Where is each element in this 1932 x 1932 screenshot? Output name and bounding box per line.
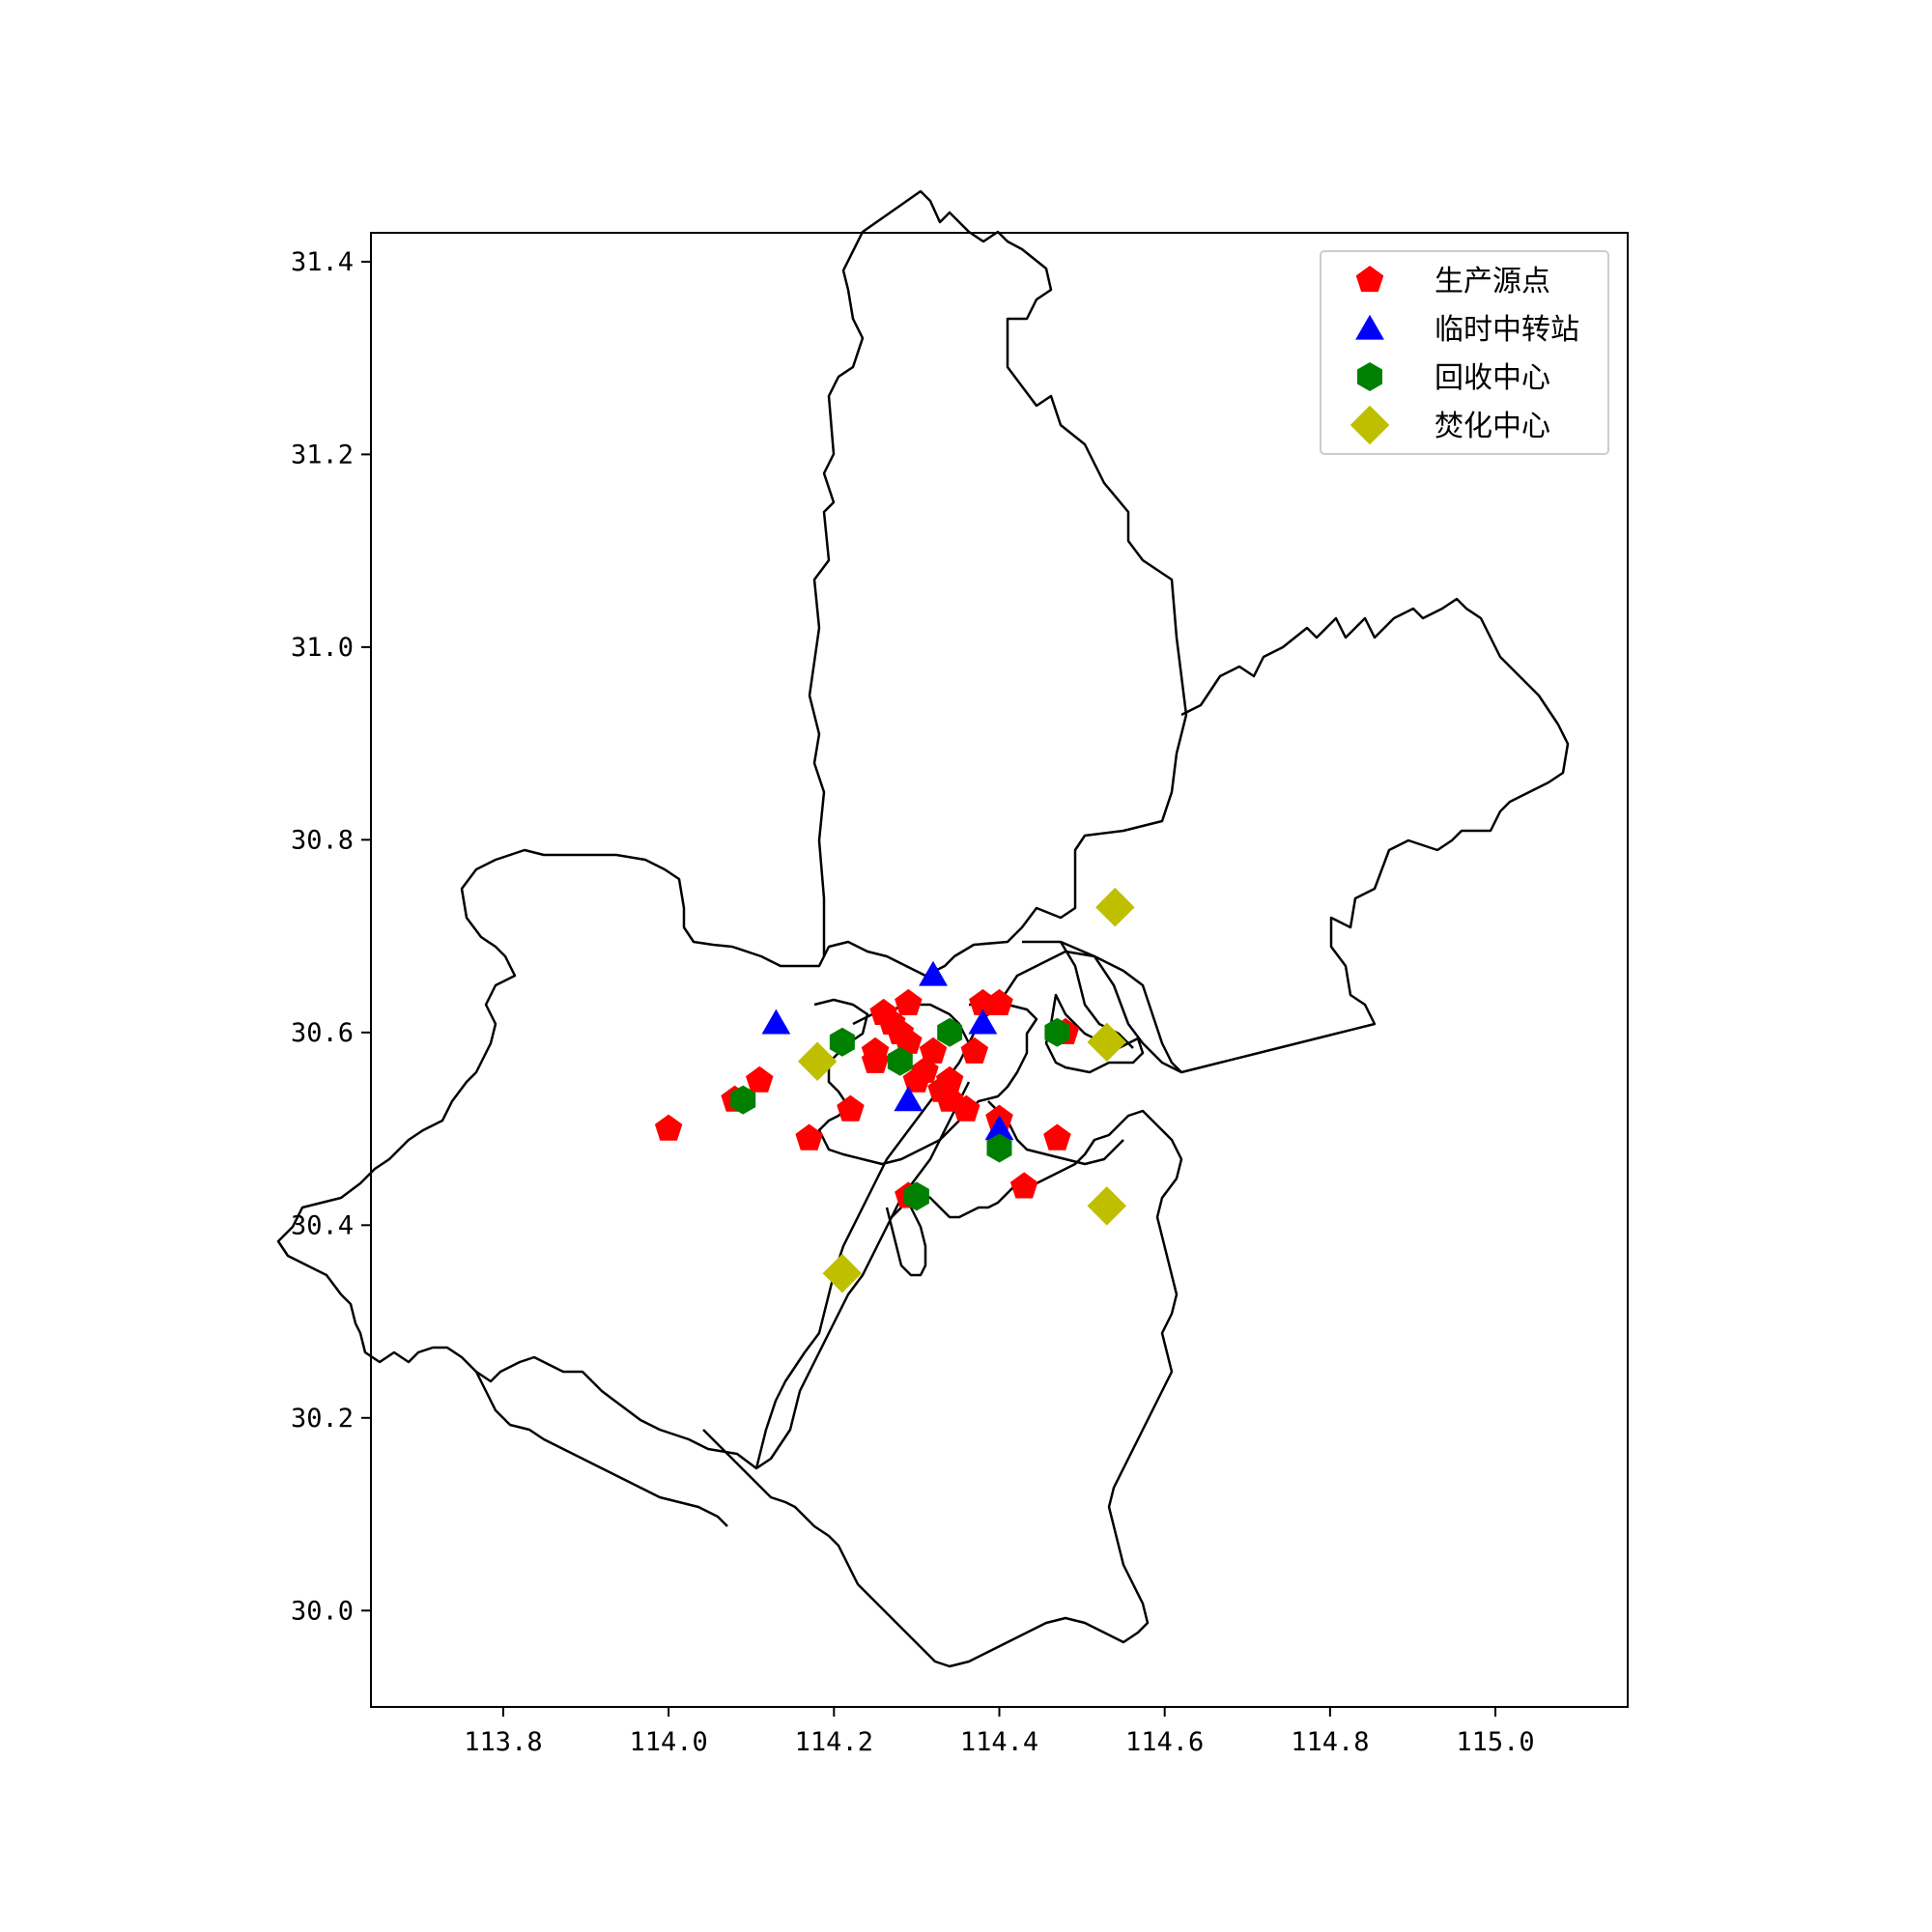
legend-label: 回收中心 [1435,361,1550,395]
marker-hexagon [937,1017,963,1047]
marker-triangle [894,1086,923,1112]
marker-hexagon [829,1027,855,1057]
legend-marker-diamond [1350,405,1390,445]
marker-triangle [761,1009,791,1035]
y-tick-label: 31.4 [291,247,354,277]
marker-pentagon [985,988,1013,1015]
legend-label: 焚化中心 [1435,410,1550,443]
y-tick-label: 30.6 [291,1018,354,1048]
marker-triangle [984,1115,1014,1141]
marker-triangle [968,1009,998,1035]
x-tick-label: 114.8 [1291,1727,1369,1757]
district-boundary-east [1044,993,1145,1074]
marker-pentagon [795,1123,823,1151]
legend-marker-hexagon [1357,362,1382,391]
legend-marker-triangle [1355,314,1384,340]
x-tick-label: 114.2 [795,1727,873,1757]
district-boundary-southwest [474,1371,728,1527]
marker-pentagon [935,1085,964,1112]
marker-pentagon [895,1027,923,1054]
marker-diamond [1087,1022,1126,1063]
marker-pentagon [895,988,923,1015]
district-boundary-west [276,848,971,1470]
marker-pentagon [1009,1172,1038,1199]
y-tick-label: 30.0 [291,1596,354,1626]
y-tick-label: 31.2 [291,440,354,469]
marker-triangle [919,960,948,986]
marker-pentagon [1043,1123,1071,1151]
district-boundary-southeast [987,1100,1124,1166]
legend-label: 生产源点 [1435,265,1550,298]
y-tick-label: 31.0 [291,633,354,663]
marker-hexagon [730,1085,756,1115]
marker-pentagon [654,1114,683,1141]
plot-area-frame [370,232,1629,1708]
district-boundary-north-east [1059,941,1134,1049]
y-tick-label: 30.4 [291,1210,354,1240]
marker-hexagon [1044,1017,1070,1047]
marker-pentagon [960,1037,989,1064]
marker-diamond [797,1041,838,1081]
district-boundary-hannan [885,1207,927,1277]
marker-diamond [822,1253,863,1293]
x-tick-label: 114.0 [629,1727,707,1757]
marker-pentagon [919,1037,948,1064]
y-tick-label: 30.2 [291,1404,354,1434]
x-axis: 113.8 114.0 114.2 114.4 114.6 114.8 115.0 [464,1707,1535,1757]
y-axis: 30.0 30.2 30.4 30.6 30.8 31.0 31.2 31.4 [291,247,371,1626]
legend-box [1320,250,1609,455]
markers [654,887,1135,1293]
marker-hexagon [903,1181,929,1211]
district-boundary-north [808,189,1188,978]
y-tick-label: 30.8 [291,825,354,855]
x-tick-label: 114.6 [1125,1727,1204,1757]
legend-label: 临时中转站 [1435,313,1579,347]
x-tick-label: 113.8 [464,1727,542,1757]
marker-hexagon [986,1133,1012,1163]
marker-pentagon [837,1094,865,1122]
marker-pentagon [861,1037,890,1064]
marker-diamond [1095,887,1135,927]
marker-hexagon [887,1046,913,1076]
marker-diamond [1087,1186,1126,1226]
marker-pentagon [935,1065,964,1093]
district-boundary-northeast [1022,597,1570,1074]
legend-marker-pentagon [1355,266,1384,293]
x-tick-label: 114.4 [960,1727,1038,1757]
marker-pentagon [746,1065,774,1093]
x-tick-label: 115.0 [1456,1727,1534,1757]
